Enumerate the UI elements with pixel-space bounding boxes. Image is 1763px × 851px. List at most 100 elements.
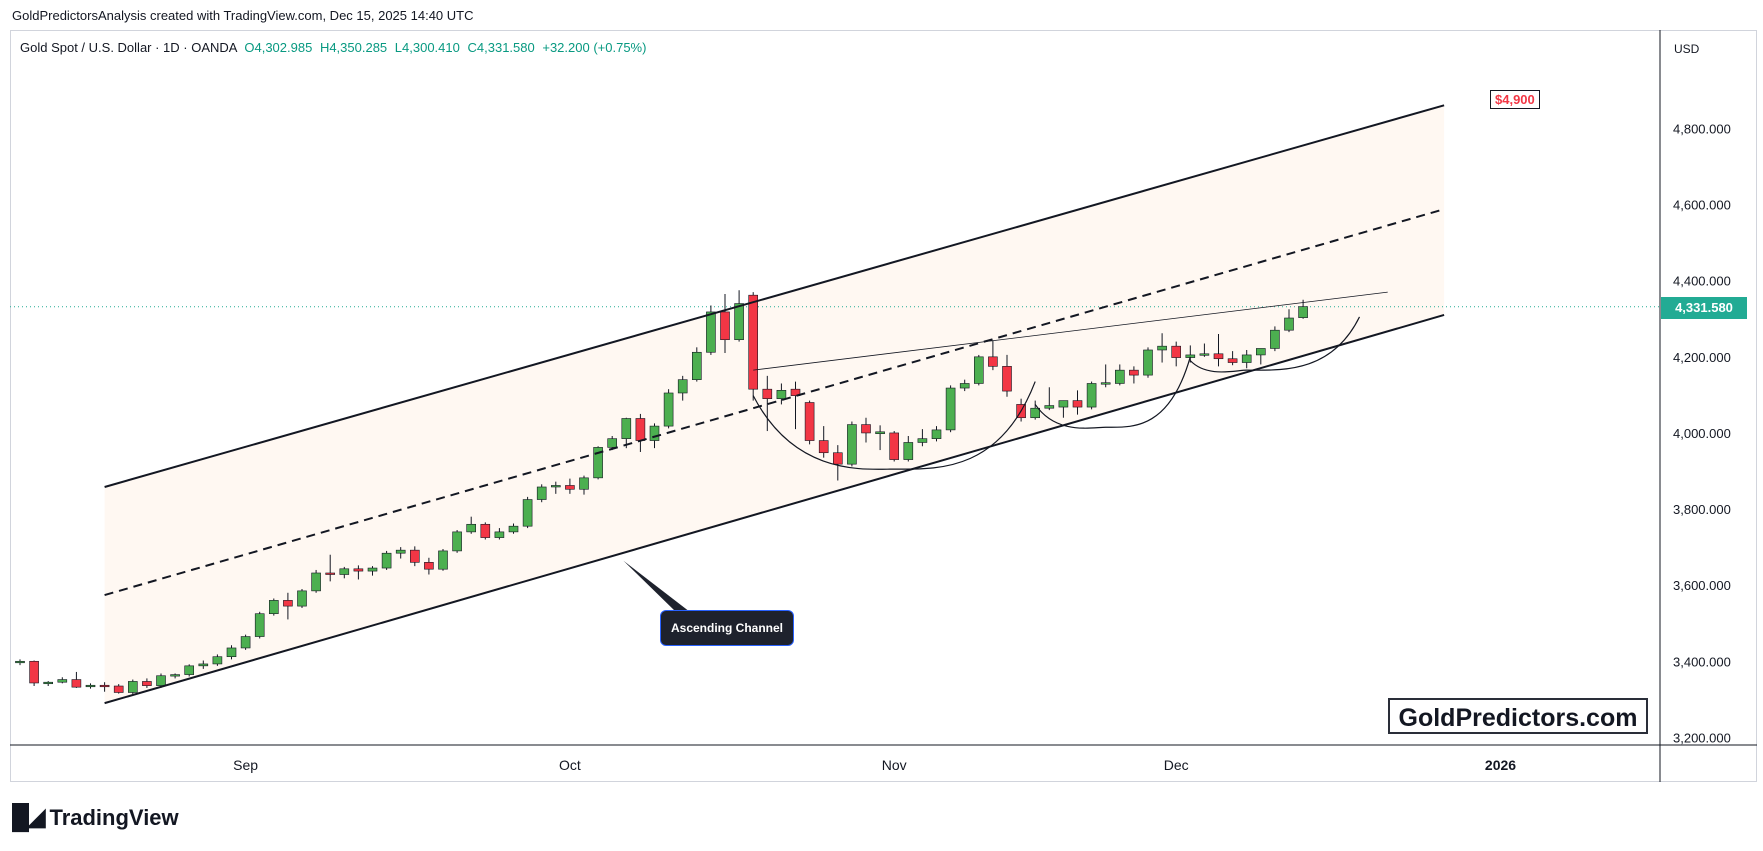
candle xyxy=(875,425,885,451)
candle xyxy=(790,381,801,430)
open-value: O4,302.985 xyxy=(244,40,313,55)
candle xyxy=(1227,351,1238,366)
candle xyxy=(254,611,265,639)
neckline xyxy=(753,291,1388,371)
candle xyxy=(438,549,448,571)
price-tick-label: 4,200.000 xyxy=(1673,350,1731,365)
candle xyxy=(156,673,166,688)
candle-body xyxy=(29,660,39,684)
candle-body xyxy=(466,523,477,533)
candle-body xyxy=(283,600,293,607)
candle xyxy=(1241,349,1252,369)
candle-body xyxy=(184,665,194,675)
time-tick-label: Oct xyxy=(559,757,581,773)
candle-body xyxy=(1044,405,1055,409)
candle-body xyxy=(635,418,646,441)
candle-body xyxy=(607,438,618,448)
candle-body xyxy=(734,303,744,341)
candle-body xyxy=(381,552,392,569)
candle xyxy=(381,550,392,570)
candle-body xyxy=(99,684,110,688)
candle-body xyxy=(579,477,589,490)
candle-body xyxy=(593,447,603,479)
candle xyxy=(170,673,180,679)
tradingview-logo[interactable]: █◢ TradingView xyxy=(12,803,179,832)
candle-body xyxy=(170,674,180,677)
candle xyxy=(861,417,871,443)
candle xyxy=(1213,334,1224,367)
candle-body xyxy=(395,549,406,554)
candle xyxy=(1100,364,1111,388)
candle xyxy=(621,417,632,449)
price-tick-label: 4,600.000 xyxy=(1673,198,1731,213)
candle-body xyxy=(254,613,265,637)
price-tick-label: 3,800.000 xyxy=(1673,502,1731,517)
candle-body xyxy=(1030,407,1040,419)
candle-body xyxy=(1227,358,1238,363)
candle xyxy=(903,435,914,462)
candle xyxy=(85,683,96,689)
price-tick-label: 4,800.000 xyxy=(1673,122,1731,137)
candle xyxy=(424,557,434,575)
candle xyxy=(1072,390,1083,415)
channel-lower-line xyxy=(104,314,1445,705)
candle-body xyxy=(71,679,82,688)
attribution-header: GoldPredictorsAnalysis created with Trad… xyxy=(12,8,474,23)
candle-body xyxy=(339,568,350,575)
candle xyxy=(142,678,152,688)
candle-body xyxy=(889,432,900,460)
candle xyxy=(663,389,674,429)
candle-body xyxy=(875,431,885,435)
candle-body xyxy=(1129,369,1139,376)
candle-body xyxy=(847,424,857,465)
candle-body xyxy=(452,531,462,552)
time-tick-label: Dec xyxy=(1164,757,1189,773)
candle xyxy=(945,385,956,433)
candle-body xyxy=(409,549,420,563)
candle xyxy=(579,475,589,495)
candle-body xyxy=(494,531,505,538)
candle xyxy=(1115,364,1125,386)
candle-body xyxy=(1002,366,1012,392)
candle xyxy=(367,566,378,576)
candle-body xyxy=(917,438,928,443)
candle-body xyxy=(804,402,815,441)
candle xyxy=(1143,347,1153,378)
chart-panel[interactable] xyxy=(10,30,1757,782)
candle xyxy=(268,598,279,616)
candle xyxy=(1058,400,1069,418)
candle-body xyxy=(156,675,166,686)
candle xyxy=(71,671,82,688)
candle-body xyxy=(1072,400,1083,408)
candle xyxy=(226,645,237,660)
candle xyxy=(804,400,815,445)
candle-body xyxy=(959,383,970,389)
currency-label[interactable]: USD xyxy=(1674,42,1700,56)
candle-body xyxy=(522,499,533,527)
time-tick-label: 2026 xyxy=(1485,757,1516,773)
candle-body xyxy=(903,442,914,460)
candle xyxy=(283,592,293,620)
candle-body xyxy=(128,681,138,693)
cup-arc xyxy=(1034,356,1191,429)
close-value: C4,331.580 xyxy=(467,40,535,55)
candle xyxy=(536,484,547,503)
channel-mid-line xyxy=(104,208,1445,597)
price-tick-label: 4,400.000 xyxy=(1673,274,1731,289)
price-chart[interactable]: 3,200.000 3,400.000 3,600.000 3,800.000 4,00… xyxy=(0,0,1763,790)
candle-body xyxy=(1241,354,1252,363)
tradingview-logo-icon: █◢ xyxy=(12,804,45,831)
candle xyxy=(988,340,998,371)
candle xyxy=(720,294,730,354)
candle xyxy=(1002,354,1012,397)
symbol-name: Gold Spot / U.S. Dollar · 1D · OANDA xyxy=(20,40,237,55)
candle xyxy=(1284,309,1294,333)
candle xyxy=(15,659,25,666)
candle xyxy=(128,679,138,695)
callout-pointer xyxy=(623,560,690,612)
candle-body xyxy=(43,681,54,685)
candle xyxy=(311,569,321,593)
candle xyxy=(99,682,110,692)
target-price-label: $4,900 xyxy=(1490,90,1540,109)
candle-body xyxy=(424,562,434,570)
